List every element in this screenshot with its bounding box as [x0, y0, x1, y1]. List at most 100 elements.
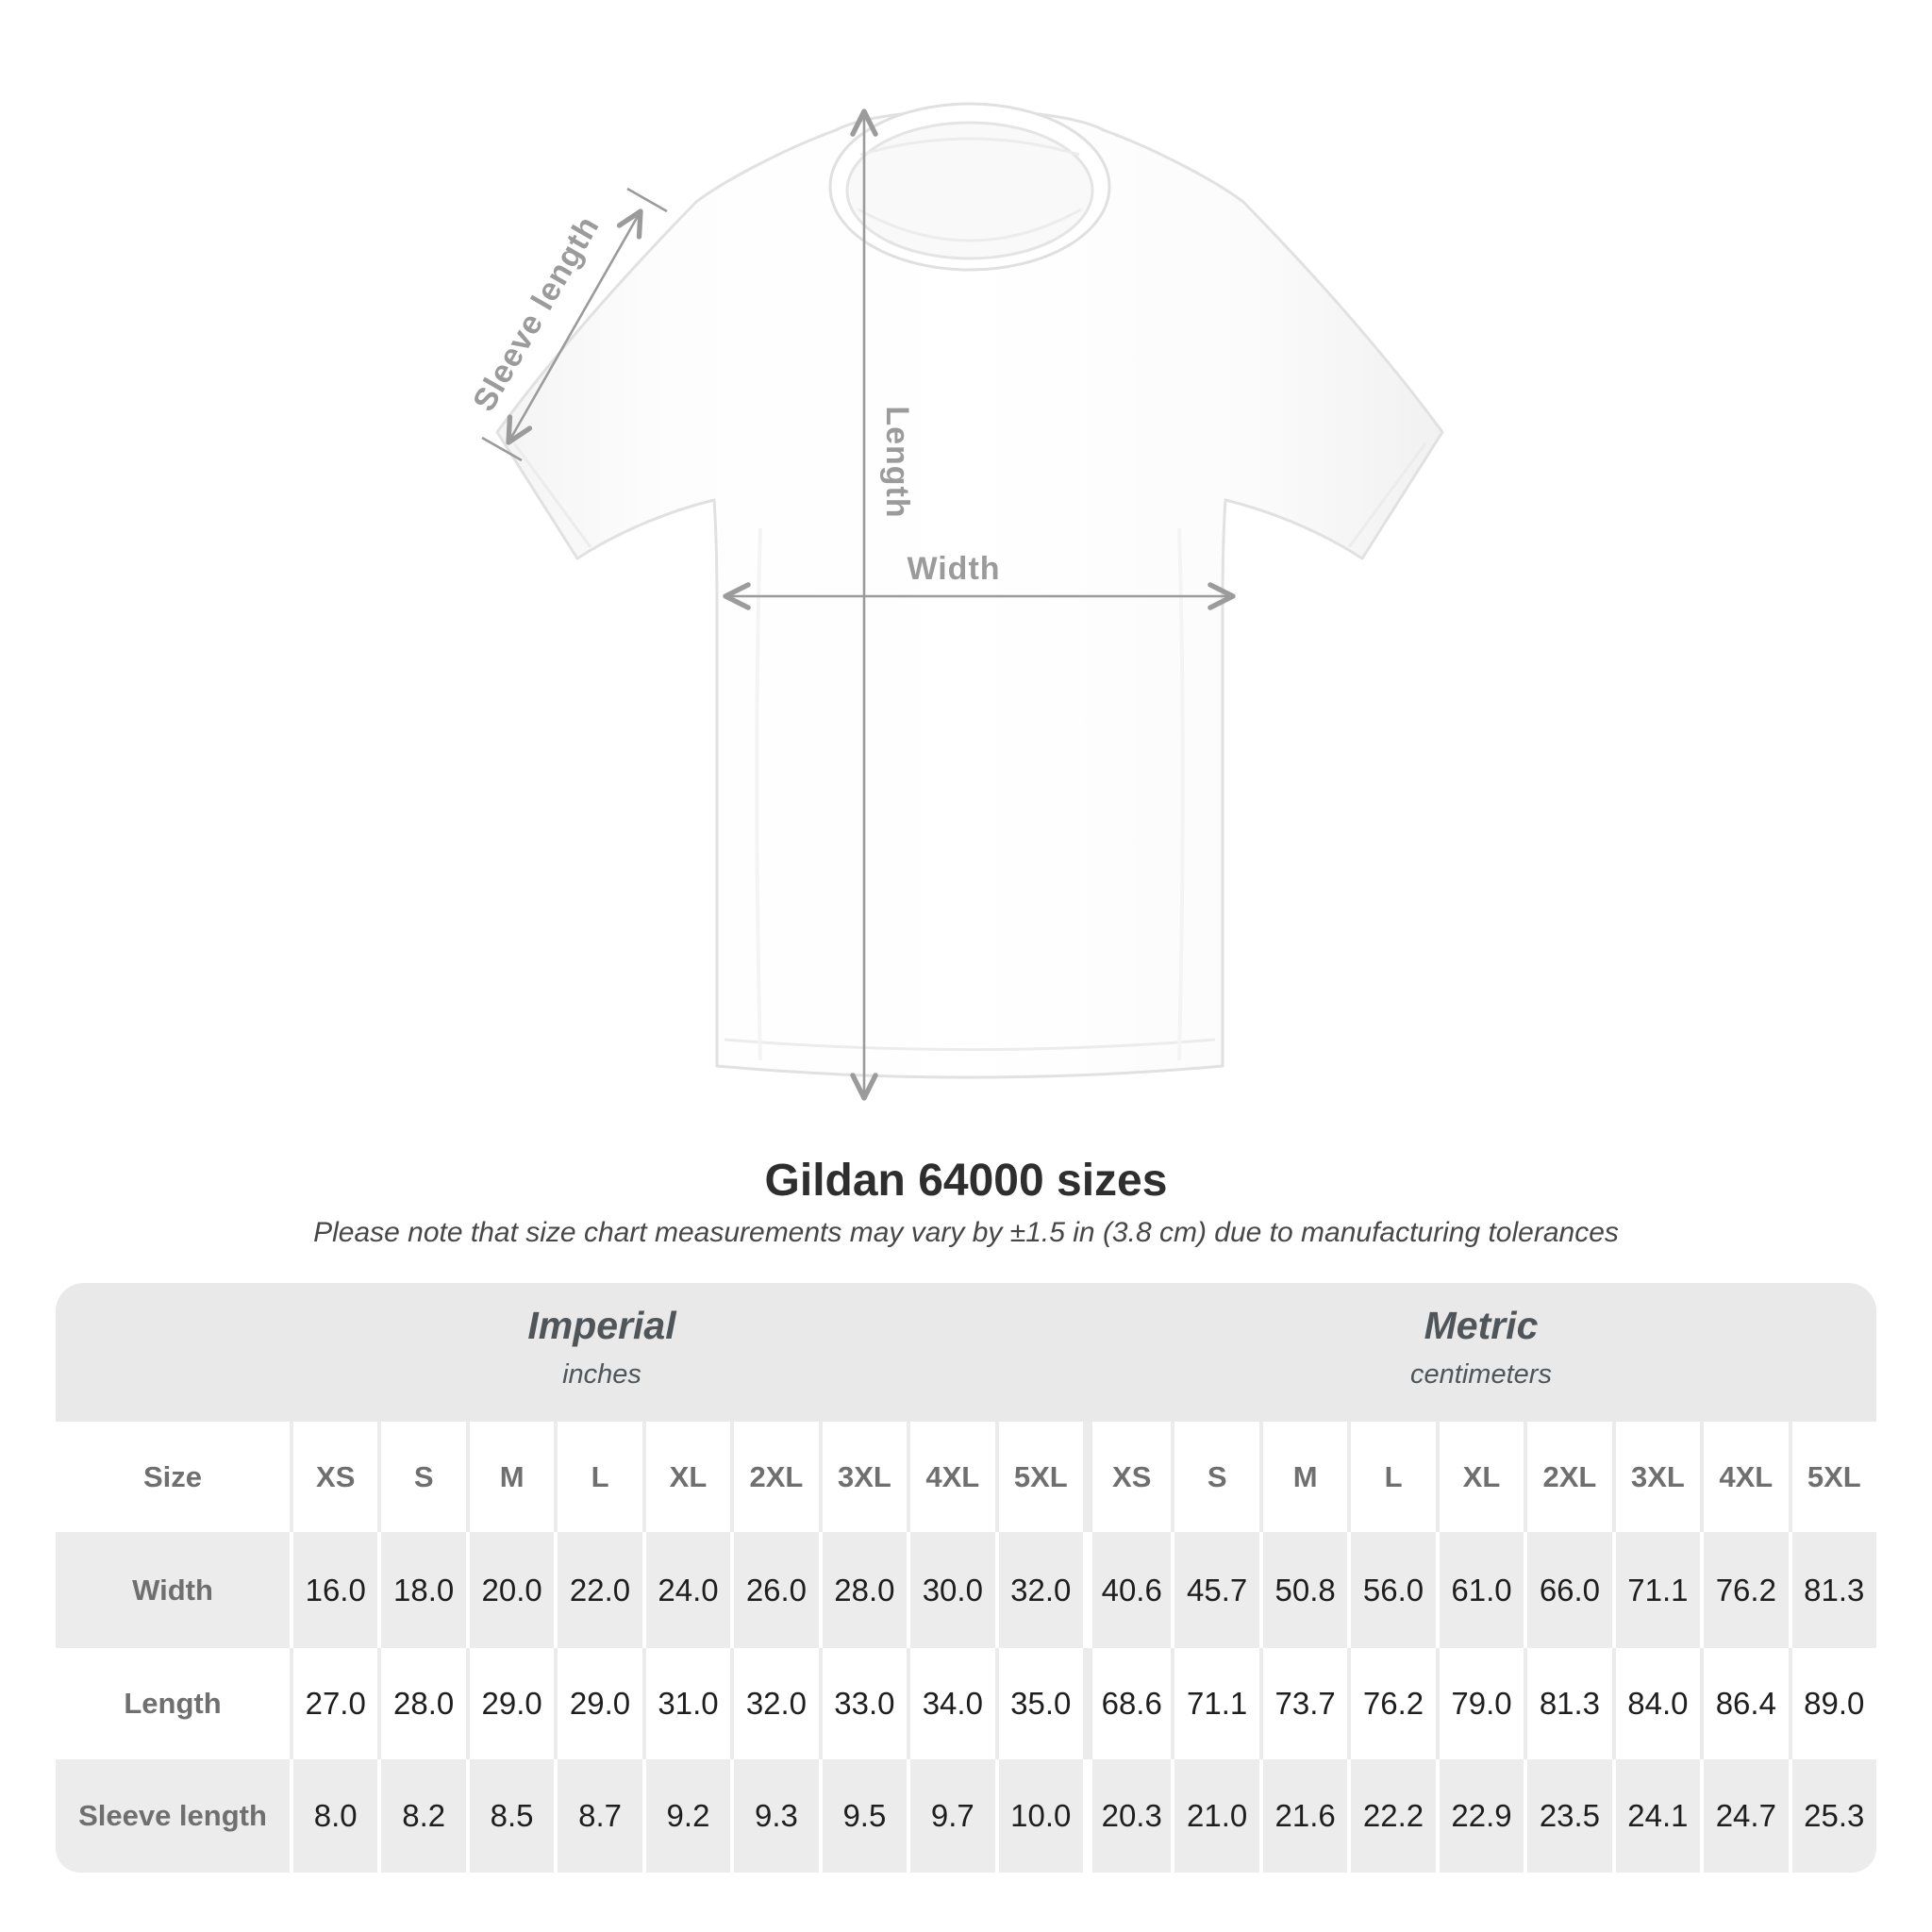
value-cell: 68.6 — [1082, 1648, 1172, 1759]
row-label-width: Width — [56, 1532, 290, 1648]
value-cell: 32.0 — [994, 1532, 1083, 1648]
value-cell: 26.0 — [730, 1532, 819, 1648]
size-header-cell: 2XL — [1524, 1422, 1612, 1532]
page-title: Gildan 64000 sizes — [764, 1156, 1168, 1206]
value-cell: 22.0 — [554, 1532, 642, 1648]
table-row: Sleeve length 8.0 8.2 8.5 8.7 9.2 9.3 9.5 9.7 10.… — [56, 1759, 1876, 1873]
value-cell: 86.4 — [1700, 1648, 1789, 1759]
value-cell: 89.0 — [1788, 1648, 1876, 1759]
unit-header-band: Imperial inches Metric centimeters — [56, 1283, 1876, 1422]
value-cell: 27.0 — [290, 1648, 378, 1759]
value-cell: 29.0 — [554, 1648, 642, 1759]
value-cell: 16.0 — [290, 1532, 378, 1648]
value-cell: 30.0 — [907, 1532, 995, 1648]
size-grid: Size XS S M L XL 2XL 3XL 4XL 5XL XS S M L XL 2XL 3XL 4XL 5… — [56, 1422, 1876, 1873]
value-cell: 50.8 — [1258, 1532, 1348, 1648]
value-cell: 61.0 — [1435, 1532, 1524, 1648]
value-cell: 31.0 — [641, 1648, 731, 1759]
sleeve-arrow-bottom-tick — [481, 436, 523, 462]
value-cell: 71.1 — [1171, 1648, 1259, 1759]
value-cell: 71.1 — [1611, 1532, 1701, 1648]
value-cell: 8.0 — [290, 1759, 378, 1873]
value-cell: 76.2 — [1347, 1648, 1436, 1759]
value-cell: 32.0 — [730, 1648, 819, 1759]
size-header-cell: 5XL — [1788, 1422, 1876, 1532]
value-cell: 40.6 — [1082, 1532, 1172, 1648]
value-cell: 24.0 — [641, 1532, 731, 1648]
table-row: Length 27.0 28.0 29.0 29.0 31.0 32.0 33.0 34.0 35… — [56, 1648, 1876, 1759]
metric-label: Metric — [1424, 1304, 1539, 1347]
value-cell: 22.9 — [1435, 1759, 1524, 1873]
value-cell: 9.5 — [818, 1759, 908, 1873]
value-cell: 9.2 — [641, 1759, 731, 1873]
imperial-label: Imperial — [527, 1304, 676, 1347]
size-header-cell: 5XL — [994, 1422, 1083, 1532]
size-header-cell: 2XL — [730, 1422, 819, 1532]
size-header-cell: M — [465, 1422, 555, 1532]
value-cell: 24.7 — [1700, 1759, 1789, 1873]
value-cell: 56.0 — [1347, 1532, 1436, 1648]
value-cell: 8.2 — [377, 1759, 466, 1873]
value-cell: 76.2 — [1700, 1532, 1789, 1648]
size-header-cell: M — [1258, 1422, 1348, 1532]
collar-back-seam — [859, 137, 1080, 157]
value-cell: 18.0 — [377, 1532, 466, 1648]
value-cell: 28.0 — [377, 1648, 466, 1759]
value-cell: 9.7 — [907, 1759, 995, 1873]
value-cell: 66.0 — [1524, 1532, 1612, 1648]
imperial-unit: inches — [562, 1359, 641, 1390]
value-cell: 34.0 — [907, 1648, 995, 1759]
size-header-cell: XS — [290, 1422, 378, 1532]
page-subtitle: Please note that size chart measurements… — [313, 1217, 1619, 1248]
value-cell: 25.3 — [1788, 1759, 1876, 1873]
row-label-sleeve-length: Sleeve length — [56, 1759, 290, 1873]
row-label-length: Length — [56, 1648, 290, 1759]
value-cell: 23.5 — [1524, 1759, 1612, 1873]
value-cell: 79.0 — [1435, 1648, 1524, 1759]
value-cell: 81.3 — [1788, 1532, 1876, 1648]
bottom-hem-seam — [724, 1038, 1216, 1051]
size-corner-header: Size — [56, 1422, 290, 1532]
size-table: Imperial inches Metric centimeters Size X… — [56, 1283, 1876, 1873]
size-header-cell: 3XL — [818, 1422, 908, 1532]
value-cell: 24.1 — [1611, 1759, 1701, 1873]
size-header-cell: S — [377, 1422, 466, 1532]
length-label: Length — [879, 406, 915, 518]
value-cell: 29.0 — [465, 1648, 555, 1759]
width-label: Width — [907, 551, 1000, 587]
metric-unit: centimeters — [1410, 1359, 1552, 1390]
value-cell: 84.0 — [1611, 1648, 1701, 1759]
size-header-cell: 3XL — [1611, 1422, 1701, 1532]
sleeve-arrow-top-tick — [626, 187, 668, 213]
left-sleeve-hem-seam — [512, 442, 592, 548]
value-cell: 9.3 — [730, 1759, 819, 1873]
tshirt-graphic — [495, 102, 1444, 1079]
size-header-cell: XS — [1082, 1422, 1172, 1532]
size-header-cell: L — [1347, 1422, 1436, 1532]
value-cell: 81.3 — [1524, 1648, 1612, 1759]
collar-shadow — [858, 208, 1082, 242]
value-cell: 73.7 — [1258, 1648, 1348, 1759]
value-cell: 10.0 — [994, 1759, 1083, 1873]
size-header-cell: 4XL — [1700, 1422, 1789, 1532]
size-header-cell: XL — [641, 1422, 731, 1532]
value-cell: 20.0 — [465, 1532, 555, 1648]
value-cell: 8.7 — [554, 1759, 642, 1873]
sleeve-length-arrow — [506, 208, 643, 445]
value-cell: 33.0 — [818, 1648, 908, 1759]
value-cell: 22.2 — [1347, 1759, 1436, 1873]
value-cell: 20.3 — [1082, 1759, 1172, 1873]
value-cell: 21.6 — [1258, 1759, 1348, 1873]
metric-header: Metric centimeters — [1410, 1304, 1552, 1391]
imperial-header: Imperial inches — [527, 1304, 675, 1391]
size-header-cell: S — [1171, 1422, 1259, 1532]
tshirt-measurement-diagram: Sleeve length Length Width — [466, 102, 1444, 1101]
table-row: Size XS S M L XL 2XL 3XL 4XL 5XL XS S M L XL 2XL 3XL 4XL 5… — [56, 1422, 1876, 1532]
size-header-cell: XL — [1435, 1422, 1524, 1532]
table-row: Width 16.0 18.0 20.0 22.0 24.0 26.0 28.0 30.0 32.… — [56, 1532, 1876, 1648]
size-header-cell: 4XL — [907, 1422, 995, 1532]
size-header-cell: L — [554, 1422, 642, 1532]
value-cell: 35.0 — [994, 1648, 1083, 1759]
value-cell: 45.7 — [1171, 1532, 1259, 1648]
